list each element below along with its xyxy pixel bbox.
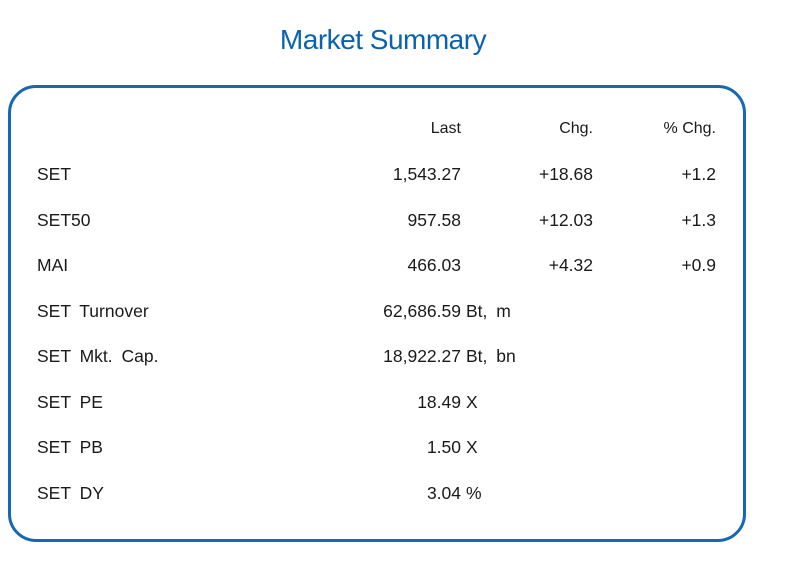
set-pe-unit: X (466, 392, 478, 412)
row-label-set-mkt-cap: SET Mkt. Cap. (37, 346, 159, 366)
set-mkt-cap-unit: Bt, bn (466, 346, 516, 366)
set-last-value: 1,543.27 (392, 164, 461, 184)
set-pb-value: 1.50 (426, 437, 461, 457)
set-turnover-value: 62,686.59 (383, 301, 461, 321)
row-label-set50: SET50 (37, 210, 91, 230)
mai-last-value: 466.03 (407, 255, 461, 275)
row-label-set-pe: SET PE (37, 392, 103, 412)
column-header-last: Last (430, 120, 461, 137)
set50-pct-chg-value: +1.3 (681, 210, 716, 230)
row-label-mai: MAI (37, 255, 69, 275)
set50-chg-value: +12.03 (538, 210, 593, 230)
set-dy-value: 3.04 (426, 483, 461, 503)
page-title: Market Summary (279, 24, 487, 55)
column-header-pct-chg: % Chg. (663, 120, 716, 137)
set-mkt-cap-value: 18,922.27 (383, 346, 461, 366)
set-pct-chg-value: +1.2 (681, 164, 716, 184)
set-pe-value: 18.49 (417, 392, 461, 412)
market-summary-panel (8, 85, 746, 542)
mai-pct-chg-value: +0.9 (681, 255, 716, 275)
set-turnover-unit: Bt, m (466, 301, 511, 321)
column-header-chg: Chg. (559, 120, 593, 137)
set50-last-value: 957.58 (407, 210, 461, 230)
set-chg-value: +18.68 (538, 164, 593, 184)
row-label-set-pb: SET PB (37, 437, 103, 457)
set-dy-unit: % (466, 483, 482, 503)
set-pb-unit: X (466, 437, 478, 457)
row-label-set-dy: SET DY (37, 483, 104, 503)
row-label-set: SET (37, 164, 72, 184)
mai-chg-value: +4.32 (548, 255, 593, 275)
row-label-set-turnover: SET Turnover (37, 301, 149, 321)
